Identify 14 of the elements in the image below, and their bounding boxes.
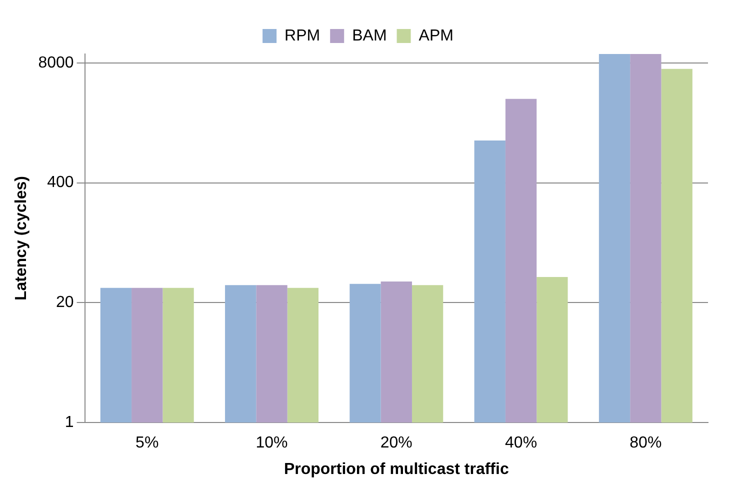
y-tick-label: 400 (47, 174, 74, 192)
y-tick-label: 1 (64, 414, 74, 432)
y-tick-label: 20 (56, 294, 74, 312)
x-axis-title: Proportion of multicast traffic (284, 460, 509, 478)
x-tick-label: 40% (505, 434, 538, 452)
x-tick-label: 5% (136, 434, 159, 452)
x-tick-label: 20% (380, 434, 412, 452)
legend-label: APM (418, 27, 454, 44)
y-tick-label: 8000 (38, 54, 74, 72)
y-axis-title: Latency (cycles) (13, 176, 30, 301)
legend-label: RPM (284, 27, 320, 44)
legend-label: BAM (352, 27, 387, 44)
x-tick-label: 10% (256, 434, 288, 452)
x-tick-label: 80% (630, 434, 662, 452)
